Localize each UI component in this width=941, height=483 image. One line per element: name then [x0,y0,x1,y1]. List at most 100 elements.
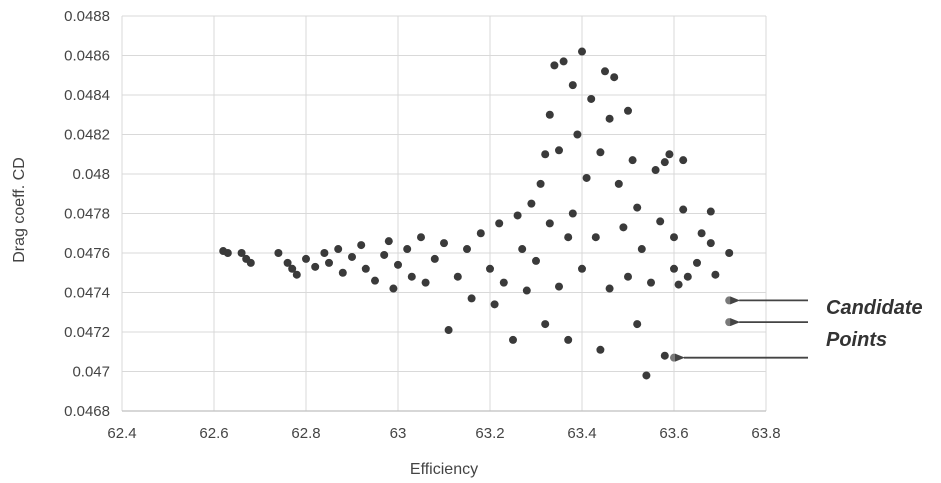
data-point [403,245,412,254]
data-point [596,345,605,354]
data-point [380,250,389,259]
data-point [499,278,508,287]
x-tick-label: 63.2 [475,425,504,442]
data-point [509,335,517,344]
y-tick-label: 0.0486 [64,48,110,65]
data-point [573,130,582,139]
data-point [246,258,255,267]
data-point [683,272,692,281]
data-point [334,245,343,254]
candidate-arrows [675,296,808,362]
data-point [444,326,453,335]
data-point [555,282,563,291]
y-tick-label: 0.0484 [64,87,110,104]
data-point [660,351,669,360]
data-point [495,219,504,228]
data-point [545,110,554,119]
data-point [320,249,329,257]
data-point [407,272,416,281]
data-point [633,320,642,329]
data-point [292,270,301,279]
y-tick-label: 0.0474 [64,285,110,302]
x-tick-label: 63.6 [659,425,688,442]
x-tick-label: 62.4 [107,425,136,442]
data-point [582,173,591,182]
data-point [674,280,683,289]
data-point [651,166,660,175]
data-point [237,249,246,257]
data-point [706,239,715,248]
data-point [624,106,632,115]
y-tick-label: 0.0472 [64,324,110,341]
data-point [536,179,545,188]
data-point [357,241,366,250]
y-tick-label: 0.0478 [64,206,110,223]
y-axis-title: Drag coeff. CD [11,157,28,263]
data-point [421,278,430,287]
data-point [591,233,600,242]
x-tick-label: 63 [390,425,407,442]
y-tick-label: 0.0488 [64,8,110,25]
data-point [660,158,669,167]
y-tick-label: 0.0468 [64,403,110,420]
data-point [601,67,609,76]
data-point [338,268,347,277]
data-point [348,252,356,261]
y-tick-label: 0.0476 [64,245,110,262]
data-point [274,249,283,257]
data-point [384,237,393,246]
x-tick-label: 62.8 [291,425,320,442]
candidate-point [725,318,734,327]
data-point [665,150,674,159]
data-point [371,276,379,285]
data-point [288,264,297,273]
data-point [670,233,678,242]
data-point [605,114,614,123]
data-point [486,264,494,273]
data-point [453,272,462,281]
data-point [518,245,527,254]
data-point [467,294,476,303]
data-point [564,335,573,344]
data-point [679,156,688,165]
data-point [394,260,402,269]
data-point [389,284,398,293]
data-point [564,233,573,242]
x-tick-label: 63.4 [567,425,596,442]
data-point [541,320,550,329]
data-point [311,262,320,271]
data-point [693,258,701,267]
data-point [527,199,536,208]
annotation-points: Points [826,329,887,351]
data-point [578,264,586,273]
x-tick-label: 62.6 [199,425,228,442]
candidate-point [670,353,678,362]
data-point [513,211,522,220]
data-point [559,57,568,66]
data-point [463,245,471,254]
grid-lines [121,15,767,411]
data-point [610,73,619,82]
data-point [325,258,333,267]
tick-labels: 62.4 62.6 62.8 63 63.2 63.4 63.6 63.8 0.0468 0.04… [64,8,780,442]
data-point [568,81,577,90]
data-point [656,217,665,226]
data-point [637,245,646,254]
data-point [619,223,628,232]
data-point [283,258,292,267]
data-points [219,47,734,380]
data-point [440,239,448,248]
annotation-candidate: Candidate [826,297,923,319]
data-point [522,286,531,295]
data-point [605,284,614,293]
data-point [647,278,655,287]
data-point [302,254,310,263]
data-point [555,146,563,155]
data-point [545,219,554,228]
data-point [490,300,499,309]
data-point [679,205,688,214]
data-point [642,371,651,380]
data-point [725,249,734,257]
y-tick-label: 0.0482 [64,127,110,144]
